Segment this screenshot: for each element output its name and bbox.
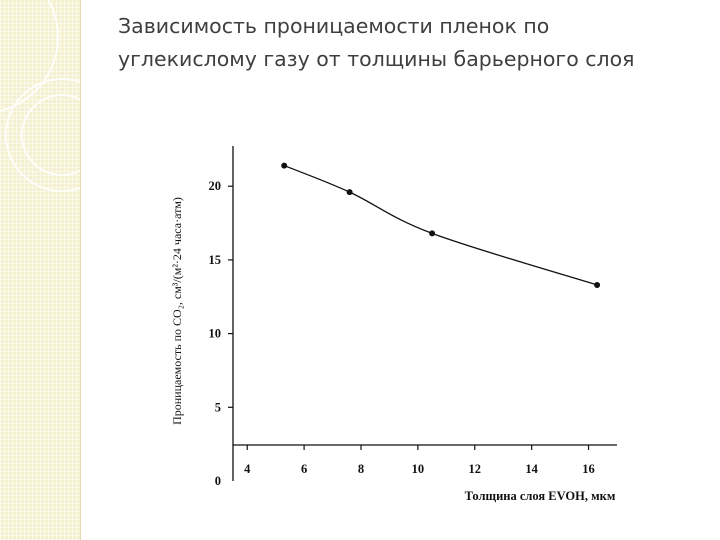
x-tick-group: 4 6 8 10 12 14 16 <box>244 445 595 476</box>
data-point <box>429 230 436 237</box>
x-tick-label: 10 <box>412 462 425 476</box>
x-tick-label: 16 <box>582 462 595 476</box>
y-tick-label: 5 <box>215 400 221 414</box>
y-tick-group: 0 5 10 15 20 <box>209 179 233 488</box>
y-tick-label: 15 <box>209 253 222 267</box>
slide-title: Зависимость проницаемости пленок по угле… <box>118 14 635 71</box>
data-point <box>281 162 288 169</box>
x-tick-label: 14 <box>525 462 538 476</box>
x-tick-label: 12 <box>469 462 482 476</box>
x-tick-label: 4 <box>244 462 251 476</box>
y-tick-label: 0 <box>215 474 221 488</box>
y-tick-label: 20 <box>209 179 222 193</box>
data-point <box>594 281 601 288</box>
y-axis-label: Проницаемость по CO₂, см³/(м²·24 часа·ат… <box>170 197 184 425</box>
series-line <box>283 164 598 286</box>
decorative-side-strip <box>0 0 80 540</box>
y-tick-label: 10 <box>209 327 222 341</box>
x-tick-label: 6 <box>301 462 307 476</box>
x-tick-label: 8 <box>358 462 364 476</box>
series-layer <box>281 162 601 288</box>
x-axis-label: Толщина слоя EVOH, мкм <box>465 489 616 503</box>
data-point <box>346 189 353 196</box>
strip-divider <box>80 0 81 540</box>
chart-axes <box>232 146 617 481</box>
